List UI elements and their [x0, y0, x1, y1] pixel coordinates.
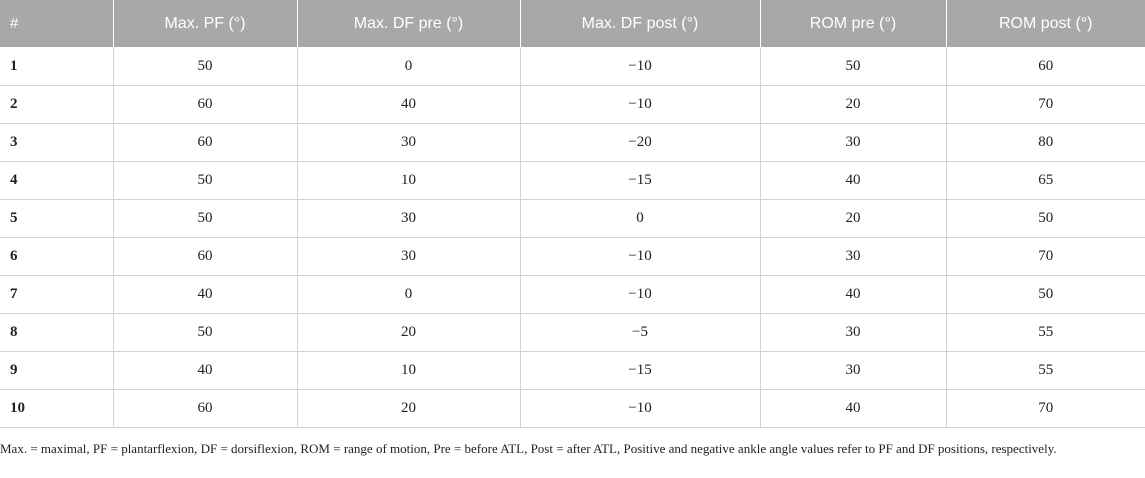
- table-header: # Max. PF (°) Max. DF pre (°) Max. DF po…: [0, 0, 1145, 48]
- cell-max-pf: 60: [112, 389, 298, 428]
- cell-max-pf: 50: [112, 47, 298, 86]
- cell-max-pf: 50: [112, 313, 298, 352]
- header-cell-max-df-pre: Max. DF pre (°): [296, 0, 521, 48]
- cell-rom-post: 55: [945, 313, 1145, 352]
- table-row: 3 60 30 −20 30 80: [0, 123, 1145, 162]
- cell-max-pf: 40: [112, 351, 298, 390]
- table-body: 1 50 0 −10 50 60 2 60 40 −10 20 70 3 60 30 −20 30 80 4 50 10…: [0, 47, 1145, 428]
- cell-rom-pre: 40: [759, 161, 947, 200]
- cell-max-df-post: −15: [519, 161, 761, 200]
- cell-max-df-pre: 10: [296, 351, 521, 390]
- cell-max-df-post: 0: [519, 199, 761, 238]
- cell-max-df-post: −10: [519, 85, 761, 124]
- cell-row-number: 1: [0, 47, 114, 86]
- cell-row-number: 10: [0, 389, 114, 428]
- cell-max-df-pre: 30: [296, 199, 521, 238]
- cell-max-df-pre: 0: [296, 275, 521, 314]
- cell-rom-pre: 20: [759, 85, 947, 124]
- cell-rom-pre: 30: [759, 313, 947, 352]
- cell-max-df-pre: 20: [296, 389, 521, 428]
- cell-row-number: 3: [0, 123, 114, 162]
- cell-row-number: 2: [0, 85, 114, 124]
- data-table-container: # Max. PF (°) Max. DF pre (°) Max. DF po…: [0, 0, 1145, 428]
- cell-row-number: 8: [0, 313, 114, 352]
- cell-max-pf: 50: [112, 199, 298, 238]
- cell-row-number: 7: [0, 275, 114, 314]
- table-row: 10 60 20 −10 40 70: [0, 389, 1145, 428]
- cell-max-df-post: −10: [519, 389, 761, 428]
- cell-max-df-post: −10: [519, 237, 761, 276]
- cell-max-df-post: −10: [519, 275, 761, 314]
- cell-rom-post: 50: [945, 199, 1145, 238]
- cell-row-number: 6: [0, 237, 114, 276]
- cell-rom-post: 60: [945, 47, 1145, 86]
- cell-rom-pre: 30: [759, 351, 947, 390]
- cell-max-pf: 60: [112, 123, 298, 162]
- header-cell-max-pf: Max. PF (°): [112, 0, 298, 48]
- cell-max-pf: 40: [112, 275, 298, 314]
- header-cell-rom-pre: ROM pre (°): [759, 0, 947, 48]
- cell-max-df-pre: 10: [296, 161, 521, 200]
- cell-rom-post: 70: [945, 85, 1145, 124]
- cell-max-df-pre: 40: [296, 85, 521, 124]
- cell-rom-pre: 30: [759, 237, 947, 276]
- header-row: # Max. PF (°) Max. DF pre (°) Max. DF po…: [0, 0, 1145, 48]
- ankle-angle-table: # Max. PF (°) Max. DF pre (°) Max. DF po…: [0, 0, 1145, 428]
- table-row: 8 50 20 −5 30 55: [0, 313, 1145, 352]
- cell-max-df-pre: 0: [296, 47, 521, 86]
- table-row: 5 50 30 0 20 50: [0, 199, 1145, 238]
- cell-row-number: 9: [0, 351, 114, 390]
- cell-rom-post: 55: [945, 351, 1145, 390]
- header-cell-number: #: [0, 0, 114, 48]
- header-cell-rom-post: ROM post (°): [945, 0, 1145, 48]
- cell-rom-pre: 50: [759, 47, 947, 86]
- header-cell-max-df-post: Max. DF post (°): [519, 0, 761, 48]
- table-row: 7 40 0 −10 40 50: [0, 275, 1145, 314]
- cell-rom-post: 80: [945, 123, 1145, 162]
- cell-rom-post: 70: [945, 389, 1145, 428]
- cell-max-pf: 60: [112, 237, 298, 276]
- cell-max-df-pre: 30: [296, 123, 521, 162]
- table-footnote: Max. = maximal, PF = plantarflexion, DF …: [0, 441, 1057, 456]
- cell-rom-post: 65: [945, 161, 1145, 200]
- table-row: 1 50 0 −10 50 60: [0, 47, 1145, 86]
- cell-rom-pre: 30: [759, 123, 947, 162]
- table-row: 4 50 10 −15 40 65: [0, 161, 1145, 200]
- cell-rom-post: 70: [945, 237, 1145, 276]
- table-row: 9 40 10 −15 30 55: [0, 351, 1145, 390]
- cell-rom-pre: 20: [759, 199, 947, 238]
- table-row: 6 60 30 −10 30 70: [0, 237, 1145, 276]
- cell-max-df-post: −20: [519, 123, 761, 162]
- cell-max-df-pre: 20: [296, 313, 521, 352]
- cell-max-pf: 50: [112, 161, 298, 200]
- cell-max-df-pre: 30: [296, 237, 521, 276]
- cell-max-df-post: −10: [519, 47, 761, 86]
- cell-max-df-post: −5: [519, 313, 761, 352]
- table-row: 2 60 40 −10 20 70: [0, 85, 1145, 124]
- cell-row-number: 4: [0, 161, 114, 200]
- cell-row-number: 5: [0, 199, 114, 238]
- cell-max-df-post: −15: [519, 351, 761, 390]
- cell-rom-post: 50: [945, 275, 1145, 314]
- cell-rom-pre: 40: [759, 389, 947, 428]
- cell-max-pf: 60: [112, 85, 298, 124]
- cell-rom-pre: 40: [759, 275, 947, 314]
